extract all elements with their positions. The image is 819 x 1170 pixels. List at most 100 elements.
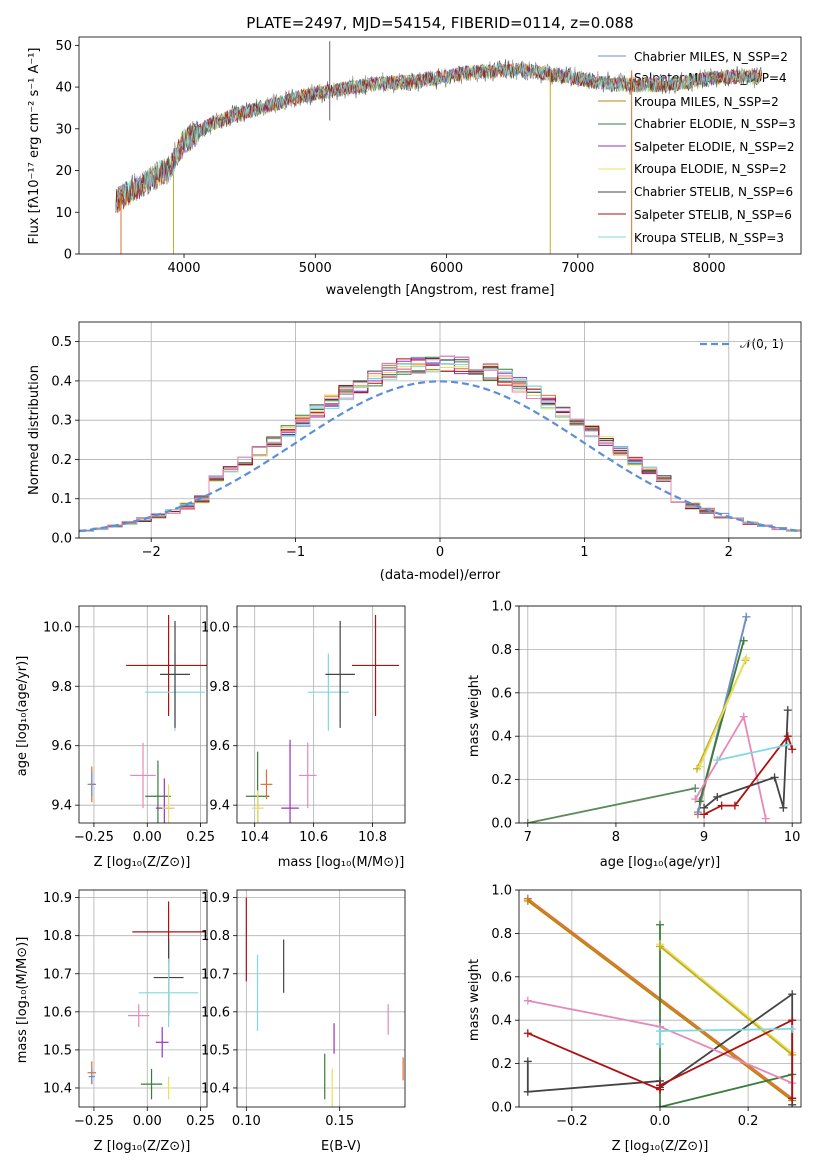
- mass_weight_vs_Z-series-4: [659, 945, 793, 1056]
- mass_weight_vs_age-ytick-label-5: 1.0: [491, 600, 512, 615]
- mass_weight_vs_age-marker-1-1: [742, 612, 751, 621]
- residuals-ytick-label-3: 0.3: [51, 414, 72, 429]
- spectrum-series-6: [115, 59, 762, 213]
- mass-weight-vs-metallicity-ylabel: mass weight: [467, 959, 482, 1041]
- legend-entry-7: Salpeter STELIB, N_SSP=6: [634, 208, 792, 222]
- mass_vs_Z-point-8: [138, 958, 199, 1028]
- mass_weight_vs_Z-marker-6-0: [523, 996, 532, 1005]
- legend-entry-4: Salpeter ELODIE, N_SSP=2: [634, 140, 795, 154]
- mass_weight_vs_age-marker-6-2: [761, 814, 770, 823]
- mass_weight_vs_Z-marker-8-0: [656, 1040, 664, 1049]
- mass_weight_vs_Z-marker-2-1: [656, 1103, 664, 1107]
- age_vs_mass-xtick-label-0: 10.4: [240, 830, 269, 845]
- spectrum-xlabel: wavelength [Angstrom, rest frame]: [326, 283, 555, 298]
- residuals-xtick-label-3: 1: [580, 545, 588, 560]
- age_vs_mass-point-1: [251, 790, 264, 823]
- mass-weight-vs-age-ylabel: mass weight: [467, 675, 482, 757]
- residuals-ytick-label-1: 0.1: [51, 492, 72, 507]
- age_vs_mass-point-5: [307, 653, 349, 731]
- mass_weight_vs_age-lines: [523, 612, 797, 823]
- mass_weight_vs_age-marker-8-4: [788, 745, 797, 754]
- age-vs-mass-xlabel: mass [log₁₀(M/M⊙)]: [278, 855, 405, 870]
- residuals-histogram-8: [79, 355, 801, 534]
- mass_vs_ebv-ytick-label-0: 10.4: [201, 1081, 230, 1096]
- residuals-ylabel: Normed distribution: [27, 365, 42, 495]
- mass_weight_vs_Z-marker-2-0: [656, 920, 664, 929]
- legend-entry-0: Chabrier MILES, N_SSP=2: [634, 50, 788, 64]
- residuals-xlabel: (data-model)/error: [380, 568, 501, 583]
- mass_weight_vs_age-marker-6-1: [739, 712, 748, 721]
- age_vs_mass-ytick-label-3: 10.0: [201, 620, 230, 635]
- mass_weight_vs_Z-marker-4-0: [656, 942, 664, 951]
- mass_weight_vs_Z-marker-8-1: [656, 1027, 664, 1036]
- age-vs-mass-panel: mass [log₁₀(M/M⊙)] 10.4 10.6 10.8 9.4 9.6 9.8…: [201, 605, 406, 870]
- residuals-legend-label: 𝒩(0, 1): [740, 337, 784, 351]
- mass_weight_vs_Z-xtick-label-0: −0.2: [556, 1114, 588, 1129]
- mass_vs_Z-ytick-label-2: 10.6: [43, 1005, 72, 1020]
- mass_weight_vs_Z-marker-7-0: [523, 1029, 532, 1038]
- mass_weight_vs_age-marker-6-0: [691, 795, 700, 804]
- mass_weight_vs_Z-ytick-label-3: 0.6: [491, 970, 512, 985]
- spectrum-ytick-label-4: 40: [55, 81, 72, 96]
- age_vs_Z-xtick-label-1: 0.00: [133, 830, 162, 845]
- mass_vs_Z-points: [87, 901, 205, 1100]
- mass_vs_Z-point-4: [155, 1027, 169, 1058]
- age_vs_Z-frame: [78, 605, 208, 824]
- mass-weight-vs-age-panel: age [log₁₀(age/yr)] mass weight 7 8 9 10 0.0…: [467, 600, 802, 870]
- mass_weight_vs_age-marker-1-0: [693, 808, 702, 817]
- mass_weight_vs_Z-series-3: [659, 943, 793, 1054]
- age_vs_Z-ytick-label-3: 10.0: [43, 620, 72, 635]
- mass_vs_ebv-points: [245, 897, 404, 1107]
- mass_vs_Z-point-3: [140, 1068, 163, 1100]
- residuals-xtick-label-4: 2: [725, 545, 733, 560]
- mass_vs_Z-ytick-label-5: 10.9: [43, 891, 72, 906]
- mass_weight_vs_age-xtick-label-2: 9: [700, 830, 708, 845]
- mass_weight_vs_age-series-2: [698, 640, 745, 802]
- mass_vs_Z-ytick-label-4: 10.8: [43, 929, 72, 944]
- mass_weight_vs_age-marker-2-0: [695, 797, 704, 806]
- spectrum-panel: PLATE=2497, MJD=54154, FIBERID=0114, z=0…: [27, 14, 802, 298]
- age_vs_mass-xtick-label-2: 10.8: [358, 830, 387, 845]
- mass_weight_vs_Z-marker-7-4: [788, 1094, 797, 1103]
- mass_vs_ebv-ytick-label-4: 10.8: [201, 929, 230, 944]
- mass_vs_Z-point-1: [88, 1068, 95, 1085]
- age-vs-metallicity-xlabel: Z [log₁₀(Z/Z⊙)]: [94, 855, 191, 870]
- spectrum-ylabel: Flux [fλ10⁻¹⁷ erg cm⁻² s⁻¹ A⁻¹]: [27, 48, 42, 245]
- mass_vs_Z-xtick-label-2: 0.25: [186, 1114, 215, 1129]
- mass_weight_vs_age-marker-9-0: [713, 756, 722, 765]
- mass_weight_vs_age-marker-5-0: [695, 762, 704, 771]
- residuals-ytick-label-5: 0.5: [51, 335, 72, 350]
- age_vs_Z-point-2: [130, 742, 156, 809]
- mass_weight_vs_age-marker-7-1: [713, 792, 722, 801]
- mass_weight_vs_Z-ytick-label-5: 1.0: [491, 884, 512, 899]
- residuals-xtick-label-0: −2: [142, 545, 161, 560]
- spectrum-series-8: [115, 62, 762, 212]
- age_vs_Z-ytick-label-0: 9.4: [51, 799, 72, 814]
- mass_weight_vs_Z-frame: [518, 889, 802, 1108]
- mass_weight_vs_age-xtick-label-1: 8: [612, 830, 620, 845]
- mass_vs_ebv-xtick-label-1: 0.15: [325, 1114, 354, 1129]
- legend-entry-6: Chabrier STELIB, N_SSP=6: [634, 185, 793, 199]
- age_vs_mass-ytick-label-1: 9.6: [209, 739, 230, 754]
- age_vs_mass-points: [245, 614, 400, 823]
- mass_weight_vs_Z-ytick-label-1: 0.2: [491, 1057, 512, 1072]
- mass_weight_vs_Z-marker-7-3: [788, 1016, 797, 1025]
- mass_weight_vs_age-series-5: [698, 657, 748, 767]
- residuals-frame: [78, 321, 802, 539]
- mass_weight_vs_Z-marker-7-2: [656, 1081, 664, 1090]
- mass_vs_ebv-xtick-label-0: 0.10: [232, 1114, 261, 1129]
- mass_weight_vs_age-marker-8-3: [783, 732, 792, 741]
- mass_weight_vs_age-series-9: [717, 744, 788, 761]
- age-vs-metallicity-panel: Z [log₁₀(Z/Z⊙)] age [log₁₀(age/yr)] −0.2…: [15, 605, 215, 870]
- mass_weight_vs_Z-ytick-label-2: 0.4: [491, 1014, 512, 1029]
- mass-vs-ebv-panel: E(B-V) 0.10 0.15 10.4 10.5 10.6 10.7 10.8 10.9: [201, 889, 406, 1154]
- mass_vs_Z-ytick-label-0: 10.4: [43, 1081, 72, 1096]
- mass_vs_ebv-ytick-label-2: 10.6: [201, 1005, 230, 1020]
- mass_weight_vs_age-marker-5-1: [742, 654, 751, 663]
- mass_weight_vs_Z-xtick-label-1: 0.0: [650, 1114, 671, 1129]
- age_vs_Z-xtick-label-0: −0.25: [74, 830, 114, 845]
- mass_vs_Z-point-2: [128, 1004, 150, 1028]
- legend-entry-3: Chabrier ELODIE, N_SSP=3: [634, 117, 796, 131]
- mass_vs_ebv-ytick-label-3: 10.7: [201, 967, 230, 982]
